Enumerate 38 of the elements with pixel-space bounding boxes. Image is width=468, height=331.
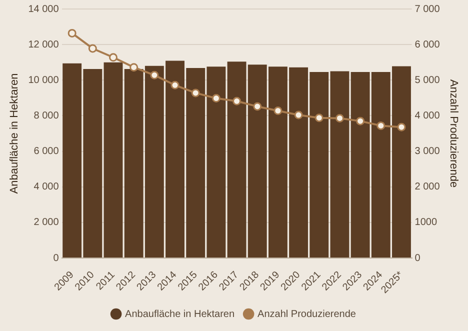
y-tick-label: 10 000	[28, 74, 60, 86]
y2-tick-label: 7 000	[414, 4, 440, 15]
point	[274, 106, 282, 115]
bar	[104, 62, 123, 258]
point	[314, 114, 324, 122]
point	[376, 121, 386, 130]
legend-label: Anzahl Produzierende	[258, 308, 356, 320]
y-tick-label: 6 000	[34, 146, 60, 158]
y2-tick-label: 6 000	[414, 39, 440, 50]
point	[253, 102, 262, 111]
point	[88, 44, 97, 53]
point	[109, 53, 118, 62]
y-tick-label: 14 000	[28, 4, 60, 15]
y-tick-label: 12 000	[28, 39, 60, 50]
y2-axis-title: Anzahl Produzierende	[447, 79, 460, 188]
point	[356, 116, 365, 126]
y2-tick-label: 3 000	[414, 146, 440, 158]
legend-label: Anbaufläche in Hektaren	[125, 308, 235, 320]
point	[294, 110, 303, 120]
y-tick-label: 2 000	[34, 217, 60, 228]
point	[397, 122, 406, 132]
point	[130, 63, 138, 72]
y-tick-label: 8 000	[34, 110, 60, 122]
y-tick-label: 4 000	[34, 182, 60, 193]
point	[170, 80, 180, 90]
point	[150, 70, 159, 80]
point	[191, 88, 200, 98]
y2-tick-label: 4 000	[414, 110, 440, 122]
y2-tick-label: 5 000	[414, 74, 440, 86]
point	[335, 114, 344, 122]
point	[68, 28, 76, 38]
y2-tick-label: 0	[414, 252, 421, 264]
y-tick-label: 0	[53, 252, 60, 264]
point	[212, 94, 220, 103]
point	[232, 96, 242, 106]
y-axis-title: Anbaufläche in Hektaren	[8, 73, 21, 194]
y2-tick-label: 1000	[414, 217, 438, 228]
y2-tick-label: 2 000	[414, 182, 440, 193]
